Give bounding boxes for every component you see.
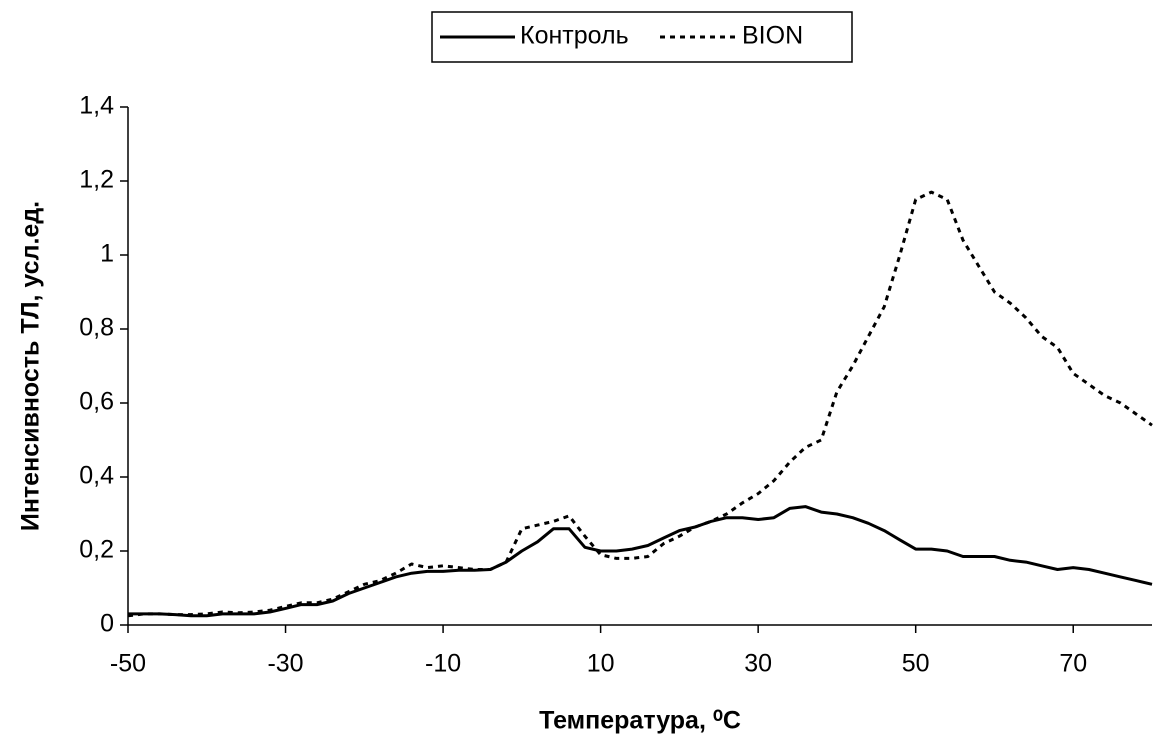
y-tick-label: 1,2 [79, 166, 114, 194]
series-line [127, 190, 1153, 618]
x-axis-label: Температура, ⁰C [539, 707, 741, 735]
legend-box [431, 11, 853, 63]
x-tick-label: 30 [744, 650, 772, 678]
x-tick-label: 50 [902, 650, 930, 678]
x-tick-label: -50 [110, 650, 146, 678]
x-tick-label: -10 [425, 650, 461, 678]
y-tick-label: 1,4 [79, 92, 114, 120]
y-tick-label: 1 [100, 240, 114, 268]
y-axis-label: Интенсивность ТЛ, усл.ед. [17, 201, 45, 531]
y-tick-label: 0 [100, 610, 114, 638]
x-tick-label: 70 [1059, 650, 1087, 678]
x-tick-label: 10 [587, 650, 615, 678]
series-line [128, 505, 1153, 618]
legend-label: Контроль [520, 22, 629, 50]
y-tick-label: 0,2 [79, 536, 114, 564]
y-tick-label: 0,8 [79, 314, 114, 342]
x-tick-label: -30 [267, 650, 303, 678]
y-tick-label: 0,6 [79, 388, 114, 416]
y-tick-label: 0,4 [79, 462, 114, 490]
legend-label: BION [742, 22, 803, 50]
